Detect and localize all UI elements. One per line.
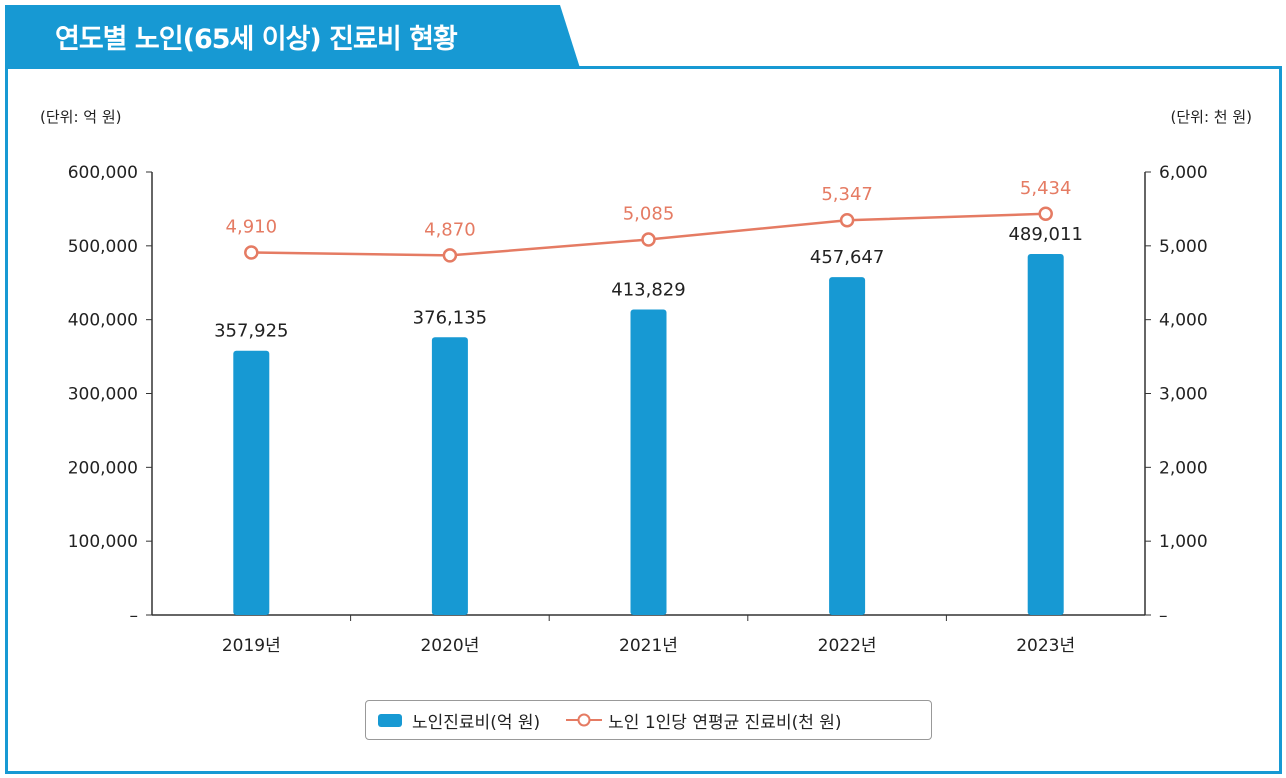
left-unit-label: (단위: 억 원) bbox=[40, 108, 122, 126]
line-point bbox=[1038, 206, 1053, 222]
line-point bbox=[641, 232, 656, 247]
bar-label: 357,925 bbox=[214, 321, 288, 342]
left-tick-label: 400,000 bbox=[68, 311, 138, 331]
legend-bar-label: 노인진료비(억 원) bbox=[412, 712, 541, 733]
x-tick-label: 2020년 bbox=[420, 636, 479, 656]
left-tick-label: 100,000 bbox=[68, 532, 138, 552]
line-label: 5,434 bbox=[1020, 178, 1072, 199]
bar-label: 376,135 bbox=[413, 307, 487, 328]
line-point bbox=[839, 212, 855, 228]
left-tick-label: 600,000 bbox=[68, 163, 138, 183]
line-label: 4,870 bbox=[424, 219, 476, 240]
legend-bar-swatch bbox=[378, 713, 402, 727]
bar-label: 457,647 bbox=[810, 247, 884, 268]
line-label: 5,347 bbox=[821, 184, 873, 205]
left-tick-label: – bbox=[130, 606, 139, 626]
chart-frame bbox=[5, 66, 1282, 774]
bar bbox=[431, 337, 468, 615]
right-tick-label: – bbox=[1159, 606, 1168, 626]
line-label: 4,910 bbox=[226, 216, 278, 237]
bar bbox=[233, 350, 270, 615]
right-unit-label: (단위: 천 원) bbox=[1171, 108, 1253, 126]
line-point bbox=[244, 245, 259, 260]
left-tick-label: 200,000 bbox=[68, 458, 138, 478]
line-point bbox=[442, 248, 458, 263]
legend-line-marker-icon bbox=[566, 713, 603, 727]
right-tick-label: 5,000 bbox=[1159, 237, 1208, 257]
right-tick-label: 4,000 bbox=[1159, 311, 1208, 331]
title-banner bbox=[5, 5, 580, 68]
legend: 노인진료비(억 원) 노인 1인당 연평균 진료비(천 원) bbox=[365, 700, 932, 740]
bar bbox=[630, 309, 667, 615]
x-tick-label: 2022년 bbox=[818, 636, 877, 656]
right-tick-label: 1,000 bbox=[1159, 532, 1208, 552]
left-tick-label: 300,000 bbox=[68, 385, 138, 405]
line-label: 5,085 bbox=[623, 204, 675, 225]
bar-label: 489,011 bbox=[1008, 224, 1082, 245]
left-tick-label: 500,000 bbox=[68, 237, 138, 257]
x-tick-label: 2019년 bbox=[222, 636, 281, 656]
chart-title: 연도별 노인(65세 이상) 진료비 현황 bbox=[55, 24, 458, 55]
x-tick-label: 2021년 bbox=[619, 636, 678, 656]
bar bbox=[829, 277, 866, 615]
legend-line-label: 노인 1인당 연평균 진료비(천 원) bbox=[608, 712, 842, 733]
right-tick-label: 3,000 bbox=[1159, 385, 1208, 405]
x-tick-label: 2023년 bbox=[1016, 636, 1075, 656]
bar-label: 413,829 bbox=[611, 279, 685, 300]
bar bbox=[1027, 253, 1064, 615]
right-tick-label: 2,000 bbox=[1159, 458, 1208, 478]
right-tick-label: 6,000 bbox=[1159, 163, 1208, 183]
